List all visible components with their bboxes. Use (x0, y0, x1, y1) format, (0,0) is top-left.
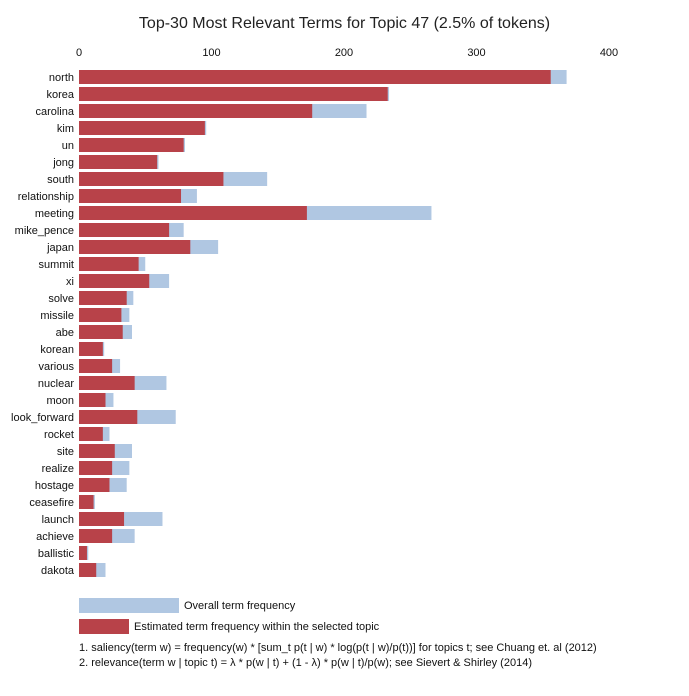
bar-topic-frequency (79, 87, 388, 101)
bar-topic-frequency (79, 121, 205, 135)
y-tick-label: moon (46, 395, 74, 407)
bar-topic-frequency (79, 70, 551, 84)
bar-topic-frequency (79, 240, 191, 254)
bar-topic-frequency (79, 138, 184, 152)
bar-topic-frequency (79, 393, 106, 407)
y-tick-label: nuclear (38, 378, 74, 390)
footnote-saliency: 1. saliency(term w) = frequency(w) * [su… (79, 642, 597, 654)
x-tick-label: 0 (76, 47, 82, 59)
bar-topic-frequency (79, 104, 313, 118)
legend-label-topic: Estimated term frequency within the sele… (134, 621, 380, 633)
y-tick-label: launch (42, 514, 74, 526)
y-tick-label: summit (39, 259, 74, 271)
legend-swatch-overall (79, 598, 179, 613)
legend-swatch-topic (79, 619, 129, 634)
bar-topic-frequency (79, 291, 127, 305)
y-axis-labels: north korea carolina kim un jong south relation… (11, 72, 75, 577)
bar-topic-frequency (79, 325, 123, 339)
y-tick-label: realize (42, 463, 74, 475)
bar-topic-frequency (79, 410, 138, 424)
bar-topic-frequency (79, 529, 113, 543)
bar-topic-frequency (79, 206, 307, 220)
bar-topic-frequency (79, 155, 158, 169)
y-tick-label: carolina (35, 106, 74, 118)
bar-topic-frequency (79, 461, 113, 475)
bar-topic-frequency (79, 512, 125, 526)
bar-topic-frequency (79, 308, 122, 322)
y-tick-label: dakota (41, 565, 75, 577)
y-tick-label: achieve (36, 531, 74, 543)
x-tick-label: 100 (202, 47, 220, 59)
topic-frequency-bars (79, 70, 551, 577)
chart-title: Top-30 Most Relevant Terms for Topic 47 … (139, 15, 550, 32)
y-tick-label: ceasefire (29, 497, 74, 509)
y-tick-label: korea (46, 89, 74, 101)
legend-label-overall: Overall term frequency (184, 600, 296, 612)
bar-topic-frequency (79, 563, 97, 577)
y-tick-label: various (39, 361, 75, 373)
y-tick-label: abe (56, 327, 74, 339)
x-tick-label: 200 (335, 47, 353, 59)
bar-topic-frequency (79, 189, 182, 203)
bar-topic-frequency (79, 427, 103, 441)
y-tick-label: hostage (35, 480, 74, 492)
bar-topic-frequency (79, 546, 87, 560)
y-tick-label: missile (40, 310, 74, 322)
y-tick-label: japan (46, 242, 74, 254)
y-tick-label: south (47, 174, 74, 186)
y-tick-label: un (62, 140, 74, 152)
y-tick-label: korean (40, 344, 74, 356)
bar-topic-frequency (79, 257, 139, 271)
bar-topic-frequency (79, 444, 115, 458)
x-axis: 0 100 200 300 400 (76, 47, 618, 59)
y-tick-label: jong (52, 157, 74, 169)
y-tick-label: meeting (35, 208, 74, 220)
x-tick-label: 300 (467, 47, 485, 59)
y-tick-label: xi (66, 276, 74, 288)
y-tick-label: rocket (44, 429, 74, 441)
bar-topic-frequency (79, 223, 170, 237)
y-tick-label: ballistic (38, 548, 75, 560)
bar-topic-frequency (79, 359, 113, 373)
bar-topic-frequency (79, 495, 94, 509)
bar-topic-frequency (79, 478, 110, 492)
footnote-relevance: 2. relevance(term w | topic t) = λ * p(w… (79, 657, 532, 669)
y-tick-label: site (57, 446, 74, 458)
y-tick-label: mike_pence (15, 225, 74, 237)
bar-topic-frequency (79, 172, 224, 186)
y-tick-label: solve (48, 293, 74, 305)
legend: Overall term frequency Estimated term fr… (79, 598, 380, 634)
bar-topic-frequency (79, 376, 135, 390)
y-tick-label: look_forward (11, 412, 74, 424)
bar-topic-frequency (79, 274, 150, 288)
y-tick-label: kim (57, 123, 74, 135)
bar-topic-frequency (79, 342, 103, 356)
y-tick-label: north (49, 72, 74, 84)
y-tick-label: relationship (18, 191, 74, 203)
x-tick-label: 400 (600, 47, 618, 59)
